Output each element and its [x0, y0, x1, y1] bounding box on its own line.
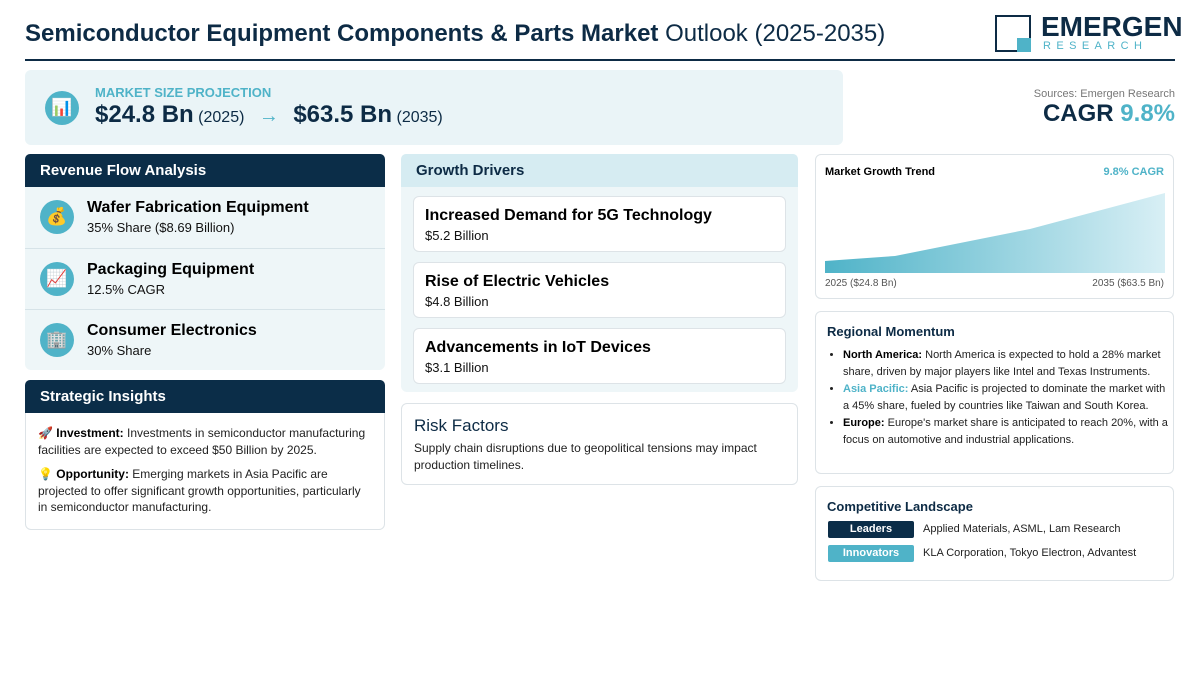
driver-title: Advancements in IoT Devices [425, 339, 651, 356]
driver-value: $5.2 Billion [425, 228, 489, 243]
region-text: Europe's market share is anticipated to … [843, 417, 1168, 446]
trend-end: 2035 ($63.5 Bn) [1092, 278, 1164, 289]
trend-badge: 9.8% CAGR [1103, 166, 1164, 178]
arrow: → [258, 105, 279, 127]
regional-list: North America: North America is expected… [828, 347, 1173, 449]
title-rest: Outlook (2025-2035) [665, 20, 886, 47]
item-title: Packaging Equipment [87, 261, 255, 278]
competitive-text: Applied Materials, ASML, Lam Research [923, 523, 1121, 535]
competitive-title: Competitive Landscape [827, 499, 973, 514]
header-rule [25, 59, 1175, 61]
trend-start: 2025 ($24.8 Bn) [825, 278, 897, 289]
region-label: North America: [843, 349, 923, 361]
region-text: North America is expected to hold a 28% … [843, 349, 1161, 378]
item-title: Consumer Electronics [87, 322, 257, 339]
start-value: $24.8 Bn [95, 101, 194, 128]
driver-title: Rise of Electric Vehicles [425, 273, 610, 290]
region-item: Asia Pacific: Asia Pacific is projected … [843, 381, 1173, 414]
competitive-badge: Leaders [828, 521, 914, 538]
competitive-text: KLA Corporation, Tokyo Electron, Advante… [923, 547, 1137, 559]
driver-title: Increased Demand for 5G Technology [425, 207, 712, 224]
insights-title: Strategic Insights [25, 380, 385, 413]
insight: 💡 Opportunity: Emerging markets in Asia … [38, 466, 372, 516]
region-label: Europe: [843, 417, 885, 429]
revenue-panel: Revenue Flow Analysis 💰 Wafer Fabrication… [25, 154, 385, 370]
driver-card: Increased Demand for 5G Technology $5.2 B… [413, 196, 786, 252]
drivers-title: Growth Drivers [401, 154, 798, 187]
cagr-label: CAGR [1042, 100, 1114, 127]
end-value: $63.5 Bn [293, 101, 393, 128]
regional-title: Regional Momentum [827, 324, 955, 339]
insight-label: Investment: [56, 426, 124, 440]
item-detail: 12.5% CAGR [87, 282, 166, 297]
start-year: (2025) [198, 109, 245, 126]
competitive-badge: Innovators [828, 545, 914, 562]
insight-text: Investments in semiconductor manufacturi… [38, 426, 366, 457]
region-item: Europe: Europe's market share is anticip… [843, 415, 1173, 448]
revenue-item: 💰 Wafer Fabrication Equipment 35% Share ($… [25, 187, 385, 248]
insights-panel: Strategic Insights 🚀 Investment: Investm… [25, 380, 385, 530]
revenue-item: 📈 Packaging Equipment 12.5% CAGR [25, 248, 385, 310]
insight-icon: 🚀 [38, 426, 53, 440]
trend-title: Market Growth Trend [825, 166, 936, 178]
item-title: Wafer Fabrication Equipment [87, 199, 309, 216]
insight-text: Emerging markets in Asia Pacific are pro… [38, 467, 361, 514]
item-icon: 🏢 [40, 323, 74, 357]
risk-title: Risk Factors [414, 416, 509, 435]
projection-label: MARKET SIZE PROJECTION [95, 85, 272, 100]
item-icon: 📈 [40, 262, 74, 296]
competitive-panel: Competitive Landscape Leaders Applied Mat… [815, 486, 1174, 581]
risk-text: Supply chain disruptions due to geopolit… [414, 441, 757, 472]
driver-card: Rise of Electric Vehicles $4.8 Billion [413, 262, 786, 318]
insights-body: 🚀 Investment: Investments in semiconduct… [26, 413, 384, 516]
title-bold: Semiconductor Equipment Components & Par… [25, 20, 659, 47]
insight-label: Opportunity: [56, 467, 129, 481]
item-icon: 💰 [40, 200, 74, 234]
region-label: Asia Pacific: [843, 383, 909, 395]
end-year: (2035) [396, 109, 443, 126]
trend-area [825, 193, 1165, 273]
item-detail: 35% Share ($8.69 Billion) [87, 220, 235, 235]
cagr: CAGR 9.8% [1043, 100, 1175, 128]
region-item: North America: North America is expected… [843, 347, 1173, 380]
driver-card: Advancements in IoT Devices $3.1 Billion [413, 328, 786, 384]
revenue-title: Revenue Flow Analysis [25, 154, 385, 187]
risk-panel: Risk Factors Supply chain disruptions du… [401, 403, 798, 485]
logo-mark [995, 15, 1031, 52]
drivers-panel: Growth Drivers Increased Demand for 5G T… [401, 154, 798, 392]
driver-value: $3.1 Billion [425, 360, 489, 375]
logo-accent [1017, 38, 1031, 52]
trend-panel: Market Growth Trend 9.8% CAGR 2025 ($24.… [815, 154, 1174, 299]
logo-top: EMERGEN [1041, 11, 1183, 42]
page-title: Semiconductor Equipment Components & Par… [25, 20, 885, 48]
item-detail: 30% Share [87, 343, 152, 358]
projection-icon: 📊 [45, 91, 79, 125]
trend-chart [825, 193, 1165, 273]
driver-value: $4.8 Billion [425, 294, 489, 309]
insight-icon: 💡 [38, 467, 53, 481]
source: Sources: Emergen Research [1033, 88, 1175, 100]
cagr-value: 9.8% [1120, 100, 1175, 127]
insight: 🚀 Investment: Investments in semiconduct… [38, 425, 372, 458]
projection-box: 📊 MARKET SIZE PROJECTION $24.8 Bn (2025)… [25, 70, 843, 145]
revenue-item: 🏢 Consumer Electronics 30% Share [25, 309, 385, 371]
regional-panel: Regional Momentum North America: North A… [815, 311, 1174, 474]
projection-values: $24.8 Bn (2025) → $63.5 Bn (2035) [95, 101, 443, 129]
region-text: Asia Pacific is projected to dominate th… [843, 383, 1166, 412]
logo-bottom: RESEARCH [1043, 40, 1148, 52]
